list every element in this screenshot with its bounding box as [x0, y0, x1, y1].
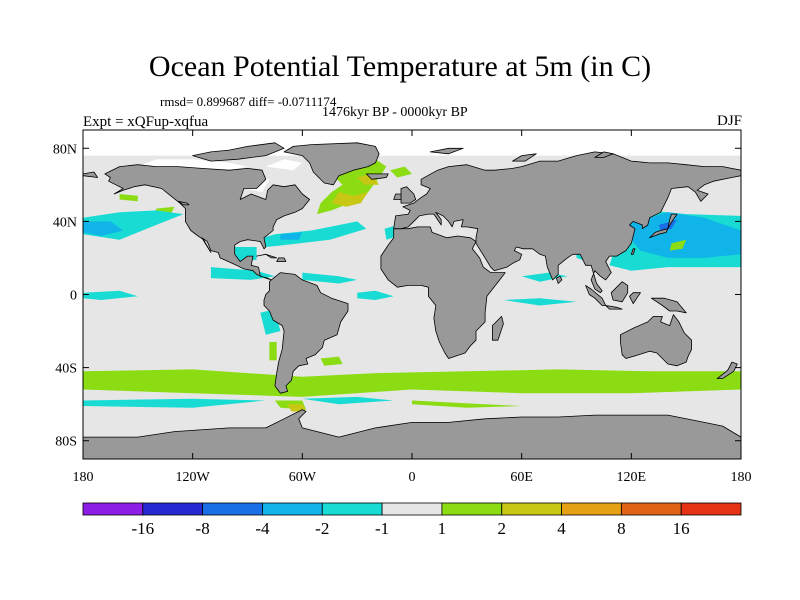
anomaly-region-13 — [256, 221, 367, 247]
y-tick-label-0: 80N — [53, 142, 77, 157]
anomaly-region-12 — [83, 221, 124, 236]
map-plot-area — [82, 129, 742, 460]
colorbar-box-9 — [620, 502, 682, 516]
anomaly-region-20 — [503, 298, 577, 306]
x-tick-label-3: 0 — [409, 470, 416, 485]
anomaly-region-27 — [669, 239, 687, 251]
landmass-0 — [104, 164, 311, 281]
anomaly-region-7 — [357, 173, 380, 185]
colorbar-box-8 — [561, 502, 622, 516]
map-axes: 180 120W 60W 0 60E 120E 180 80N 40N 0 40S 80S — [53, 130, 752, 485]
stats-line: rmsd= 0.899687 diff= -0.0711174 — [160, 94, 337, 109]
colorbar-box-5 — [381, 502, 443, 516]
landmass-23 — [83, 171, 98, 178]
period-label: 1476kyr BP - 0000kyr BP — [322, 105, 468, 120]
landmass-9 — [620, 314, 692, 367]
colorbar: -16 -8 -4 -2 -1 1 2 4 8 16 — [82, 502, 742, 538]
landmass-1 — [283, 142, 380, 186]
anomaly-region-32 — [412, 400, 522, 408]
anomaly-region-6 — [331, 192, 369, 207]
anomaly-region-30 — [320, 356, 343, 366]
colorbar-label-6: 2 — [497, 519, 506, 538]
landmass-22 — [276, 257, 287, 263]
colorbar-label-0: -16 — [131, 519, 154, 538]
landmass-21 — [256, 253, 278, 259]
x-tick-label-5: 120E — [617, 470, 647, 485]
landmass-11 — [585, 284, 607, 306]
x-tick-label-4: 60E — [510, 470, 533, 485]
colorbar-box-6 — [441, 502, 503, 516]
landmass-19 — [556, 275, 563, 284]
landmass-4 — [400, 186, 417, 204]
landmass-26 — [429, 147, 464, 155]
y-tick-label-1: 40N — [53, 215, 77, 230]
colorbar-box-2 — [202, 502, 263, 516]
landmass-24 — [594, 151, 614, 158]
anomaly-region-29 — [269, 342, 277, 361]
anomaly-layer — [83, 130, 741, 412]
landmass-7 — [380, 226, 506, 359]
colorbar-label-3: -2 — [315, 519, 329, 538]
landmass-10 — [651, 297, 687, 314]
landmass-25 — [512, 153, 537, 162]
anomaly-region-25 — [658, 219, 677, 231]
colorbar-box-0 — [82, 502, 144, 516]
anomaly-region-16 — [210, 267, 275, 280]
colorbar-box-7 — [501, 502, 562, 516]
landmass-27 — [177, 200, 190, 206]
landmass-6 — [263, 272, 349, 394]
landmass-18 — [716, 361, 738, 380]
colorbar-box-1 — [142, 502, 204, 516]
x-tick-label-6: 180 — [731, 470, 752, 485]
season-label: DJF — [716, 113, 742, 129]
landmass-13 — [605, 305, 623, 310]
landmass-20 — [630, 248, 636, 255]
land-layer — [83, 142, 741, 459]
anomaly-region-35 — [83, 398, 266, 408]
x-tick-label-1: 120W — [176, 470, 211, 485]
chart-title: Ocean Potential Temperature at 5m (in C) — [148, 50, 652, 83]
landmass-12 — [610, 281, 629, 303]
anomaly-region-17 — [302, 272, 358, 284]
anomaly-region-36 — [302, 396, 394, 405]
anomaly-region-1 — [265, 159, 303, 171]
y-tick-label-4: 80S — [55, 435, 77, 450]
landmass-16 — [491, 315, 504, 341]
landmass-17 — [83, 409, 741, 459]
x-tick-label-2: 60W — [289, 470, 317, 485]
colorbar-label-4: -1 — [375, 519, 389, 538]
y-tick-label-2: 0 — [70, 289, 77, 304]
colorbar-box-4 — [321, 502, 383, 516]
colorbar-label-1: -8 — [196, 519, 210, 538]
landmass-14 — [629, 292, 641, 305]
landmass-15 — [649, 213, 678, 239]
anomaly-region-9 — [119, 194, 138, 202]
x-tick-label-0: 180 — [73, 470, 94, 485]
landmass-3 — [365, 173, 389, 180]
anomaly-region-24 — [622, 212, 741, 258]
colorbar-box-3 — [262, 502, 323, 516]
anomaly-region-18 — [83, 290, 138, 300]
colorbar-box-10 — [680, 502, 742, 516]
anomaly-region-8 — [390, 166, 412, 178]
anomaly-region-31 — [83, 369, 741, 397]
anomaly-region-15 — [280, 232, 303, 240]
colorbar-label-9: 16 — [673, 519, 690, 538]
y-tick-label-3: 40S — [55, 362, 77, 377]
colorbar-label-8: 8 — [617, 519, 626, 538]
colorbar-label-7: 4 — [557, 519, 566, 538]
landmass-5 — [393, 193, 402, 200]
colorbar-label-2: -4 — [255, 519, 270, 538]
landmass-8 — [393, 151, 741, 294]
colorbar-label-5: 1 — [438, 519, 447, 538]
experiment-label: Expt = xQFup-xqfua — [83, 114, 209, 130]
landmass-2 — [192, 142, 285, 162]
anomaly-region-19 — [357, 290, 394, 300]
